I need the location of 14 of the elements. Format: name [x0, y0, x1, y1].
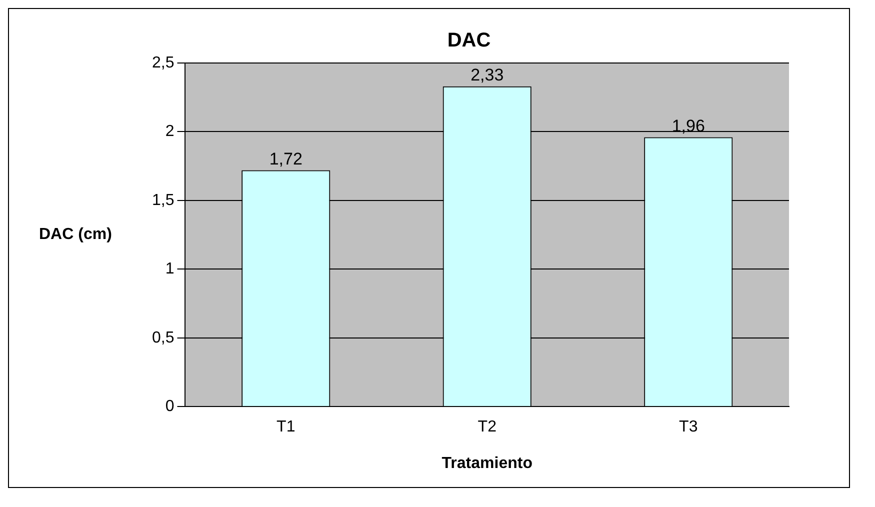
chart-title: DAC — [447, 30, 491, 52]
y-tick-label: 2,5 — [152, 54, 174, 72]
x-tick-label: T2 — [478, 418, 497, 436]
x-axis-title: Tratamiento — [442, 454, 533, 472]
data-label: 1,72 — [269, 149, 302, 168]
x-tick-label: T3 — [679, 418, 698, 436]
y-tick-label: 0,5 — [152, 329, 174, 346]
x-tick-label: T1 — [276, 418, 296, 436]
data-label: 2,33 — [470, 66, 504, 85]
y-axis-title: DAC (cm) — [39, 226, 112, 244]
y-tick-label: 1 — [165, 260, 174, 278]
y-tick-label: 0 — [165, 398, 174, 416]
y-tick-label: 2 — [165, 123, 174, 140]
y-tick-label: 1,5 — [152, 192, 174, 209]
